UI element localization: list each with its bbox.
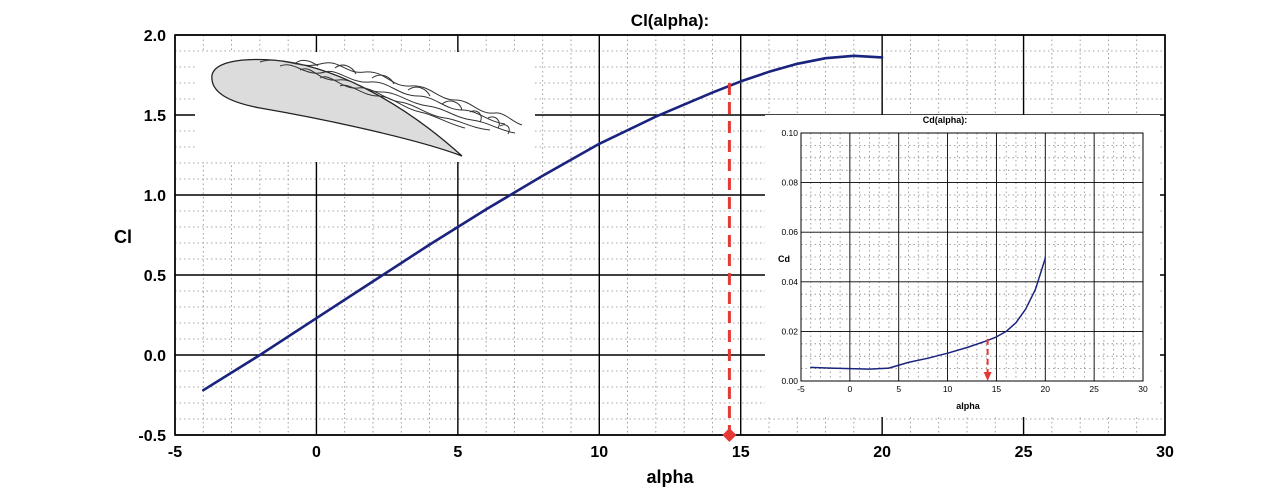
inset-x-tick-label: 15 (992, 384, 1002, 394)
inset-x-tick-label: -5 (797, 384, 805, 394)
main-chart-title: Cl(alpha): (631, 11, 709, 30)
inset-annotation-marker (983, 372, 992, 381)
inset-y-tick-label: 0.08 (781, 178, 798, 188)
inset-y-tick-label: 0.04 (781, 277, 798, 287)
inset-x-tick-label: 5 (896, 384, 901, 394)
inset-chart-title: Cd(alpha): (923, 115, 968, 125)
inset-x-tick-label: 10 (943, 384, 953, 394)
inset-grid (765, 115, 1160, 417)
inset-y-tick-label: 0.10 (781, 128, 798, 138)
main-y-tick-label: 1.5 (144, 108, 166, 125)
main-y-axis-label: Cl (114, 227, 132, 247)
main-plot-frame (174, 34, 1166, 436)
main-annotation-marker (722, 428, 737, 442)
main-x-tick-label: 20 (873, 444, 891, 461)
inset-x-tick-label: 20 (1041, 384, 1051, 394)
main-x-axis-label: alpha (646, 467, 694, 487)
inset-chart: -5 0 5 10 15 20 25 30 0.00 0.02 0.04 0.06 0.08 0.10 (765, 115, 1160, 417)
main-x-tick-label: 5 (453, 444, 462, 461)
main-x-tick-label: 25 (1015, 444, 1033, 461)
inset-plot-area: -5 0 5 10 15 20 25 30 0.00 0.02 0.04 0.06 0.08 0.10 (781, 128, 1148, 394)
inset-y-tick-label: 0.00 (781, 376, 798, 386)
main-y-tick-label: 0.5 (144, 268, 166, 285)
main-x-tick-label: 30 (1156, 444, 1174, 461)
inset-x-tick-label: 0 (847, 384, 852, 394)
inset-y-axis-label: Cd (778, 254, 790, 264)
inset-x-tick-label: 30 (1138, 384, 1148, 394)
main-x-tick-label: 0 (312, 444, 321, 461)
inset-plot-frame (800, 132, 1144, 382)
main-y-tick-label: 0.0 (144, 348, 166, 365)
main-x-tick-label: 15 (732, 444, 750, 461)
main-y-tick-label: -0.5 (138, 428, 166, 445)
inset-y-tick-label: 0.06 (781, 227, 798, 237)
main-plot-area: -5 0 5 10 15 20 25 30 -0.5 0.0 0.5 1.0 1.5 2.0 (138, 28, 1174, 461)
main-y-tick-label: 2.0 (144, 28, 166, 45)
inset-y-tick-label: 0.02 (781, 326, 798, 336)
inset-series-line (810, 257, 1047, 370)
main-x-tick-label: -5 (168, 444, 182, 461)
inset-x-tick-label: 25 (1089, 384, 1099, 394)
inset-x-axis-label: alpha (956, 401, 981, 411)
airfoil-illustration (195, 52, 535, 162)
main-series-line (202, 54, 884, 392)
main-x-tick-label: 10 (590, 444, 608, 461)
main-y-tick-label: 1.0 (144, 188, 166, 205)
